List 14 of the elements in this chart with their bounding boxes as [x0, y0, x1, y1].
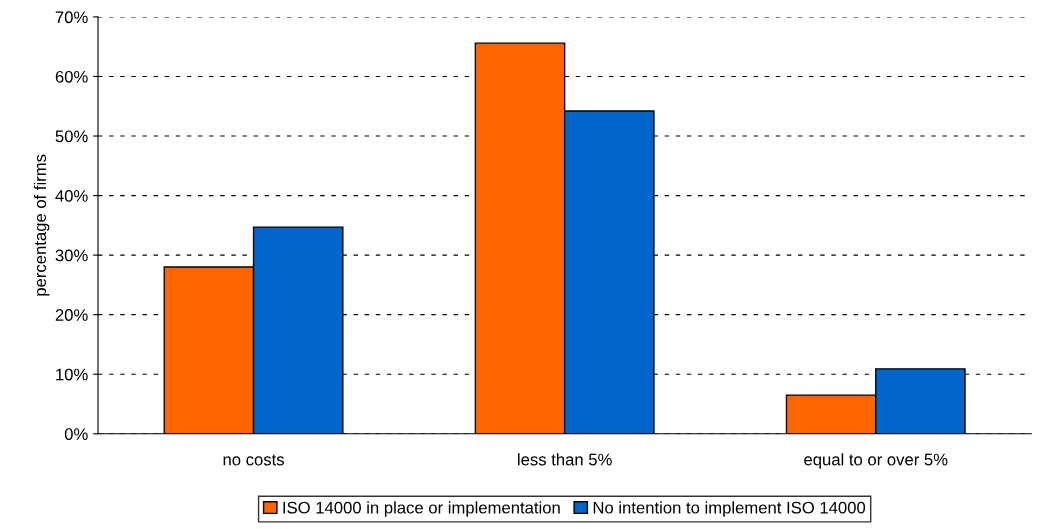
y-tick-label: 60% — [55, 70, 88, 83]
x-tick-label: less than 5% — [518, 453, 612, 466]
y-tick-label: 30% — [55, 249, 88, 262]
y-tick-label: 50% — [55, 130, 88, 143]
x-tick-label: equal to or over 5% — [804, 453, 948, 469]
y-tick-label: 10% — [56, 368, 88, 381]
y-tick-label: 70% — [55, 11, 88, 24]
y-tick-label: 20% — [55, 309, 88, 321]
y-axis-title: percentage of firms — [33, 154, 50, 296]
legend-label: No intention to implement ISO 14000 — [593, 501, 866, 517]
y-tick-label: 0% — [64, 428, 88, 440]
legend-label: ISO 14000 in place or implementation — [283, 501, 560, 517]
x-tick-label: no costs — [223, 454, 284, 466]
y-tick-label: 40% — [55, 189, 88, 202]
